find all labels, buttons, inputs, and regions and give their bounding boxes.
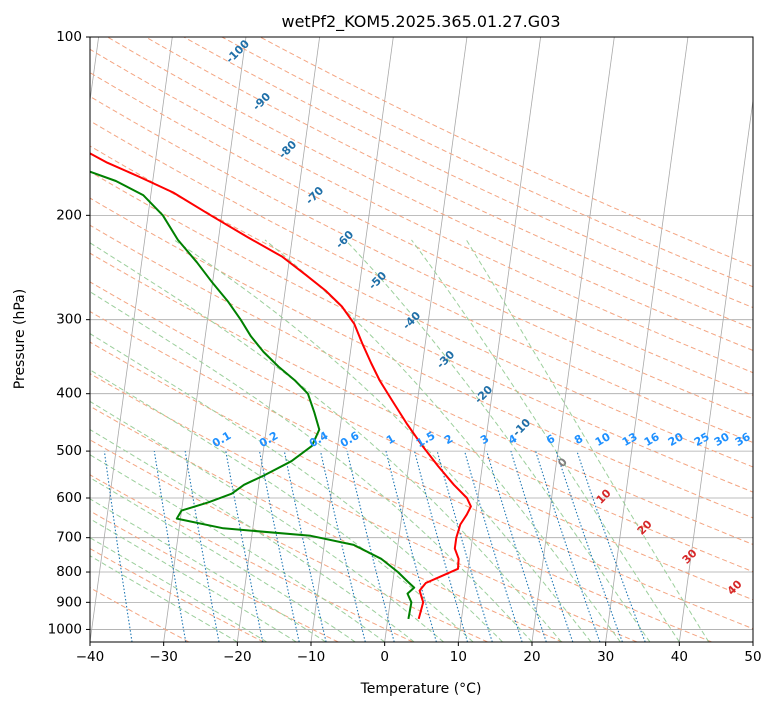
chart-title: wetPf2_KOM5.2025.365.01.27.G03 xyxy=(281,12,560,32)
temperature-line xyxy=(90,152,472,620)
x-tick-label: 30 xyxy=(597,649,614,665)
y-tick-label: 800 xyxy=(56,564,82,580)
moist-adiabat-line xyxy=(90,333,503,642)
dewpoint-line xyxy=(90,170,416,620)
isotherm-line xyxy=(236,37,321,642)
moist-adiabat-line xyxy=(465,239,710,642)
axes: −40 −30 −20 −10 0 10 20 30 40 50 100 200 300 400 500 60… xyxy=(48,29,762,665)
mixing-ratio-line xyxy=(319,450,366,642)
mixing-ratio-line xyxy=(283,450,327,642)
dry-adiabat-line xyxy=(90,72,753,396)
moist-adiabat-line xyxy=(264,239,621,642)
dry-adiabat-line xyxy=(90,310,753,630)
x-tick-label: 10 xyxy=(450,649,467,665)
dry-adiabat-line xyxy=(145,37,753,330)
y-tick-label: 300 xyxy=(56,312,82,328)
dry-adiabat-line xyxy=(90,510,339,642)
x-tick-label: 40 xyxy=(671,649,688,665)
moist-adiabat-line xyxy=(90,400,444,642)
isotherm-line xyxy=(678,97,753,642)
x-tick-label: 0 xyxy=(380,649,389,665)
mixing-ratio-line xyxy=(576,450,646,642)
moist-adiabat-line xyxy=(344,239,651,642)
mixing-ratio-line xyxy=(225,451,264,642)
isotherm-line xyxy=(90,37,173,642)
y-tick-label: 1000 xyxy=(48,621,82,637)
x-axis-label: Temperature (°C) xyxy=(360,681,482,697)
x-tick-label: −20 xyxy=(223,649,252,665)
y-tick-label: 600 xyxy=(56,490,82,506)
isotherm-line xyxy=(163,37,247,642)
series-layer xyxy=(90,152,472,620)
mixing-ratio-line xyxy=(346,450,395,642)
dry-adiabat-line xyxy=(90,48,753,374)
dry-adiabat-line xyxy=(90,197,753,519)
mixing-ratio-line xyxy=(436,450,493,642)
y-tick-label: 200 xyxy=(56,207,82,223)
dry-adiabat-line xyxy=(107,37,753,351)
isotherm-line xyxy=(384,37,468,642)
background-lines xyxy=(90,37,753,642)
mixing-ratio-line xyxy=(413,450,469,642)
dry-adiabat-line xyxy=(90,95,753,420)
mixing-ratio-line xyxy=(258,450,300,642)
dry-adiabat-line xyxy=(90,120,753,444)
moist-adiabat-line xyxy=(90,291,533,642)
dry-adiabat-line xyxy=(90,405,563,642)
mixing-ratio-line xyxy=(153,451,187,642)
y-axis-label: Pressure (hPa) xyxy=(12,289,28,389)
mixing-ratio-line xyxy=(555,450,623,642)
moist-adiabat-line xyxy=(90,477,356,642)
dry-adiabat-line xyxy=(90,224,753,546)
x-tick-label: −30 xyxy=(149,649,178,665)
dry-adiabat-line xyxy=(90,252,753,573)
mixing-ratio-line xyxy=(535,450,601,642)
y-tick-label: 400 xyxy=(56,386,82,402)
mixing-ratio-line xyxy=(385,450,437,642)
dry-adiabat-line xyxy=(90,474,414,642)
moist-adiabat-line xyxy=(411,239,680,642)
dry-adiabat-line xyxy=(90,145,753,468)
moist-adiabat-line xyxy=(90,428,415,642)
isotherm-line xyxy=(457,37,542,642)
y-tick-label: 500 xyxy=(56,443,82,459)
x-tick-label: −10 xyxy=(297,649,326,665)
x-tick-label: 20 xyxy=(523,649,540,665)
isotherm-line xyxy=(605,37,689,642)
x-tick-label: 50 xyxy=(744,649,761,665)
dry-adiabat-line xyxy=(90,439,488,642)
mixing-ratio-line xyxy=(184,451,220,642)
y-tick-label: 900 xyxy=(56,594,82,610)
dry-adiabat-line xyxy=(183,37,753,309)
mixing-ratio-line xyxy=(103,451,133,642)
y-tick-label: 100 xyxy=(56,29,82,45)
y-tick-label: 700 xyxy=(56,530,82,546)
moist-adiabat-line xyxy=(90,454,385,642)
x-tick-label: −40 xyxy=(76,649,105,665)
plot-frame xyxy=(89,36,754,643)
